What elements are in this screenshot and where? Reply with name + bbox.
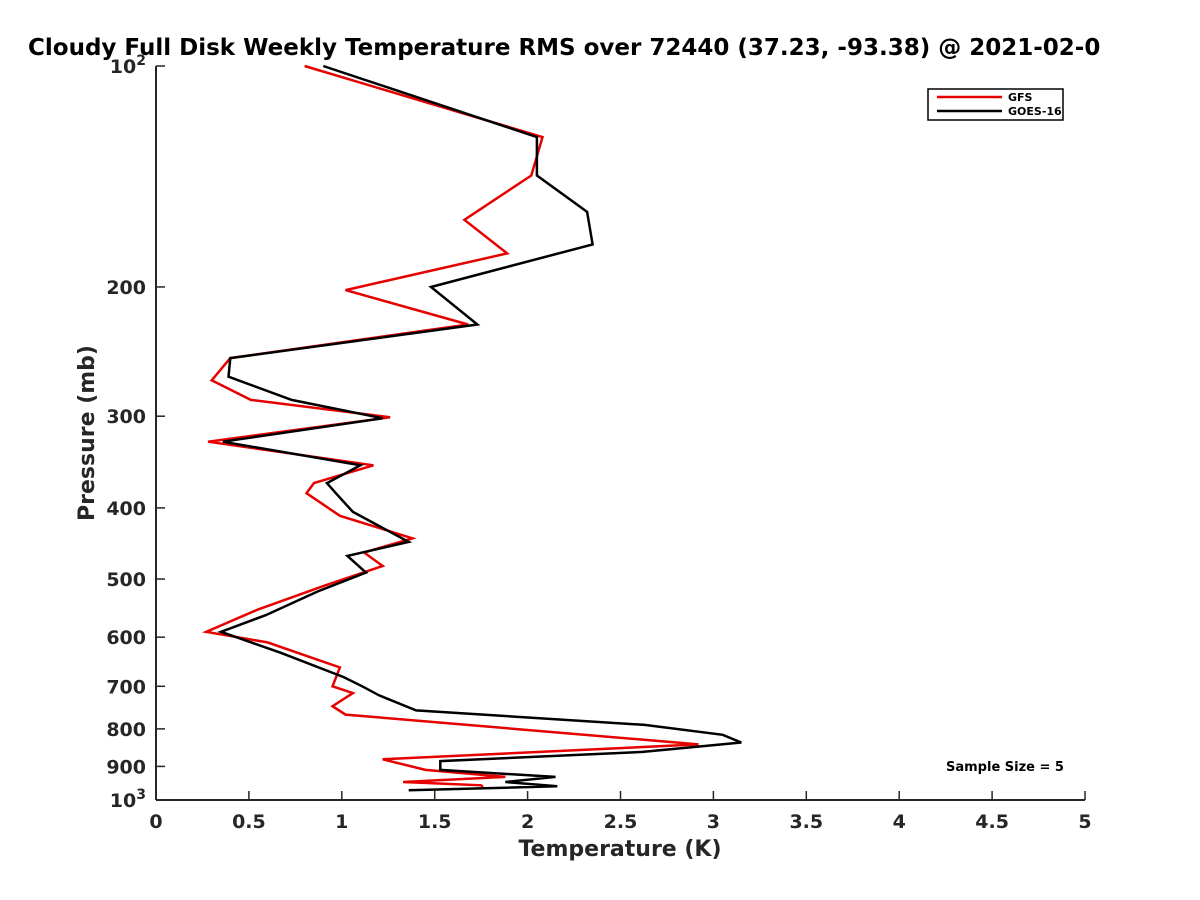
y-axis-label: Pressure (mb) bbox=[75, 345, 100, 521]
x-tick-label: 4.5 bbox=[975, 811, 1009, 833]
series-line-goes-16 bbox=[217, 64, 742, 792]
legend-label-gfs: GFS bbox=[1008, 91, 1033, 104]
y-tick-label: 103 bbox=[110, 787, 146, 812]
x-axis-label: Temperature (K) bbox=[518, 837, 721, 862]
y-tick-label: 400 bbox=[106, 498, 146, 520]
y-tick-label: 600 bbox=[106, 627, 146, 649]
series-line-gfs bbox=[201, 64, 699, 788]
y-tick-label: 200 bbox=[106, 277, 146, 299]
y-tick-label: 900 bbox=[106, 756, 146, 778]
x-tick-label: 5 bbox=[1078, 811, 1091, 833]
x-tick-label: 2 bbox=[521, 811, 534, 833]
legend-box bbox=[927, 88, 1064, 121]
legend-label-goes16: GOES-16 bbox=[1008, 105, 1062, 118]
x-tick-label: 0.5 bbox=[232, 811, 266, 833]
x-axis-ticks: 0 0.5 1 1.5 2 2.5 3 3.5 4 4.5 5 bbox=[149, 791, 1092, 833]
x-tick-label: 2.5 bbox=[604, 811, 638, 833]
x-tick-label: 0 bbox=[149, 811, 162, 833]
y-tick-label: 700 bbox=[106, 676, 146, 698]
chart-title: Cloudy Full Disk Weekly Temperature RMS … bbox=[28, 35, 1100, 61]
x-tick-label: 3 bbox=[707, 811, 720, 833]
y-tick-label: 102 bbox=[110, 53, 146, 78]
x-tick-label: 4 bbox=[893, 811, 906, 833]
x-tick-label: 3.5 bbox=[789, 811, 823, 833]
y-tick-label: 800 bbox=[106, 719, 146, 741]
x-tick-label: 1 bbox=[335, 811, 348, 833]
x-tick-label: 1.5 bbox=[418, 811, 452, 833]
series-lines bbox=[201, 64, 742, 792]
y-tick-label: 300 bbox=[106, 406, 146, 428]
y-axis-ticks: 102 200 300 400 500 600 700 800 900 103 bbox=[106, 53, 165, 812]
y-tick-label: 500 bbox=[106, 569, 146, 591]
legend: GFS GOES-16 bbox=[927, 88, 1064, 121]
sample-size-annotation: Sample Size = 5 bbox=[946, 760, 1064, 775]
